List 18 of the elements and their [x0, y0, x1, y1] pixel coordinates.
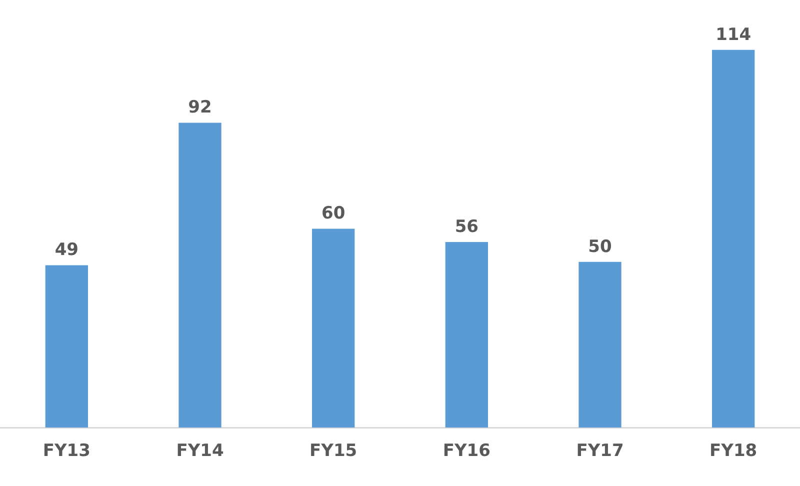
- x-tick-label: FY15: [310, 441, 358, 462]
- x-tick-label: FY17: [576, 441, 624, 462]
- bar: [45, 265, 88, 428]
- x-tick-label: FY14: [176, 441, 224, 462]
- data-label: 114: [716, 24, 752, 45]
- bar: [178, 122, 222, 428]
- bar: [712, 50, 755, 428]
- data-label: 56: [454, 216, 479, 237]
- bar: [312, 228, 355, 428]
- x-tick-label: FY13: [42, 441, 90, 462]
- data-label: 50: [588, 236, 612, 257]
- x-tick-label: FY16: [442, 441, 490, 462]
- data-label: 60: [321, 204, 346, 224]
- bar: [578, 262, 622, 428]
- data-label: 92: [188, 98, 212, 118]
- x-tick-label: FY18: [710, 441, 758, 462]
- data-label: 49: [54, 240, 79, 260]
- bar: [445, 242, 488, 428]
